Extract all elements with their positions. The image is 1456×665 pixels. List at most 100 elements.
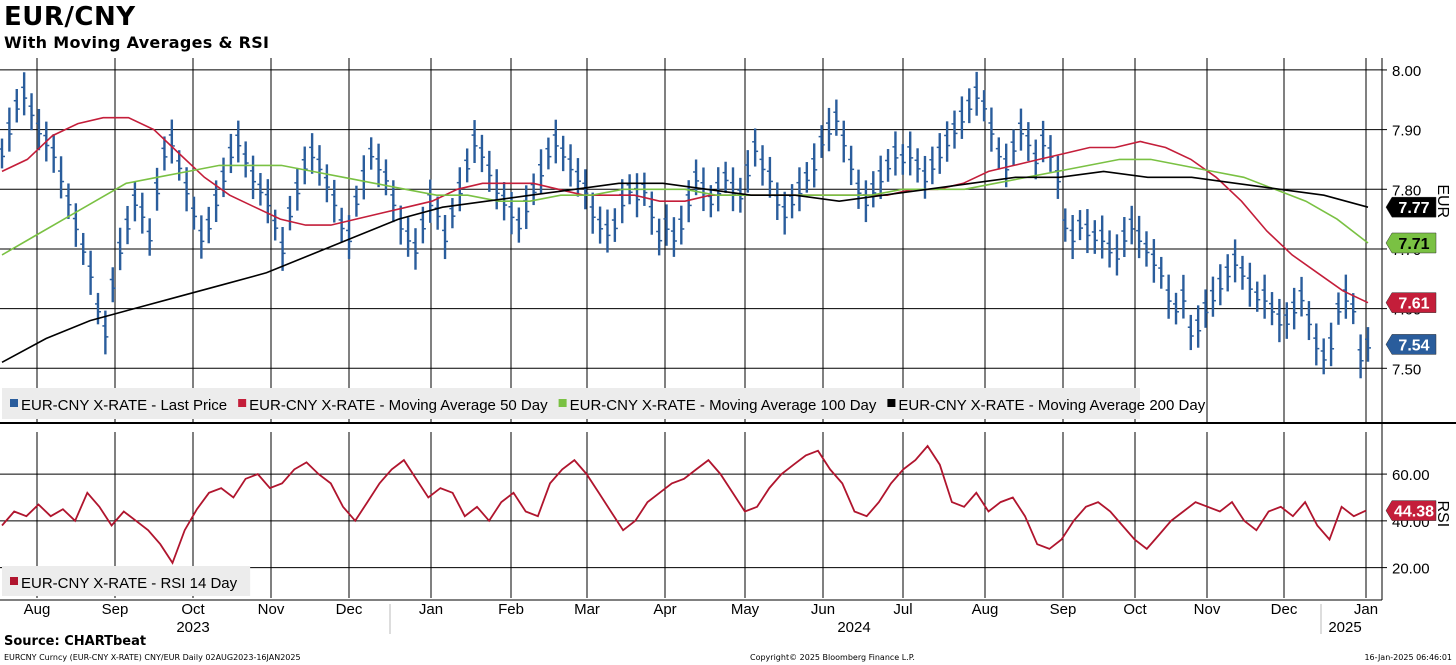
price-bar-46 <box>338 207 345 243</box>
month-label-11: Jul <box>893 601 912 618</box>
rsi-last-label-0-text: 44.38 <box>1394 504 1434 521</box>
price-bar-181 <box>1335 292 1342 325</box>
month-label-15: Nov <box>1194 601 1221 618</box>
price-bar-175 <box>1291 287 1298 330</box>
price-bar-91 <box>670 217 677 257</box>
price-bar-0 <box>0 138 5 169</box>
price-bar-165 <box>1217 264 1224 306</box>
price-bar-3 <box>21 72 28 116</box>
price-bar-34 <box>250 155 257 200</box>
month-label-12: Aug <box>972 601 999 618</box>
price-tick-label-5: 7.50 <box>1392 361 1421 378</box>
price-bar-142 <box>1047 135 1054 172</box>
price-bar-110 <box>811 143 818 188</box>
price-bar-54 <box>397 205 404 245</box>
price-bar-159 <box>1173 292 1180 325</box>
month-label-17: Jan <box>1354 601 1378 618</box>
price-bar-135 <box>995 137 1002 170</box>
price-bar-173 <box>1276 298 1283 343</box>
price-bar-1 <box>6 107 13 152</box>
rsi-last-label-0-bg <box>1385 500 1437 521</box>
price-bar-98 <box>722 161 729 193</box>
price-bar-144 <box>1062 208 1069 242</box>
price-bar-77 <box>567 144 574 187</box>
price-bar-75 <box>552 119 559 164</box>
rsi-legend-box <box>2 566 251 596</box>
price-bar-48 <box>353 185 360 217</box>
price-bar-36 <box>264 179 271 224</box>
price-bar-164 <box>1209 276 1216 317</box>
price-bar-37 <box>272 209 279 241</box>
price-bar-19 <box>139 192 146 234</box>
legend-swatch-1 <box>238 399 247 407</box>
price-bar-176 <box>1298 276 1305 317</box>
ma-line-1 <box>1 116 1369 304</box>
month-label-6: Feb <box>498 601 524 618</box>
footer-timestamp: 16-Jan-2025 06:46:01 <box>1364 653 1452 662</box>
rsi-legend-swatch <box>10 577 18 585</box>
price-last-label-1: 7.71 <box>1385 232 1437 254</box>
price-bar-133 <box>981 90 988 122</box>
price-bar-104 <box>766 156 773 198</box>
chart-title: EUR/CNY <box>4 2 136 32</box>
price-bar-38 <box>279 227 286 271</box>
price-bar-125 <box>921 155 928 199</box>
price-bar-16 <box>117 227 124 271</box>
rsi-legend-label: EUR-CNY X-RATE - RSI 14 Day <box>21 575 238 592</box>
month-label-8: Apr <box>653 601 676 618</box>
year-label-0: 2023 <box>176 619 209 636</box>
price-bar-11 <box>80 232 87 265</box>
price-bar-59 <box>434 196 441 230</box>
price-bar-55 <box>405 217 412 257</box>
price-bar-119 <box>877 155 884 200</box>
price-bar-131 <box>966 88 973 124</box>
price-bar-166 <box>1224 254 1231 292</box>
price-bar-112 <box>825 107 832 152</box>
chart-subtitle: With Moving Averages & RSI <box>4 33 270 52</box>
price-bar-184 <box>1357 334 1364 379</box>
price-last-label-0: 7.77 <box>1385 196 1437 218</box>
price-bar-185 <box>1365 327 1371 362</box>
price-bar-49 <box>360 155 367 200</box>
price-last-label-1-text: 7.71 <box>1398 236 1429 253</box>
price-bar-147 <box>1084 209 1091 254</box>
price-bar-47 <box>346 215 353 259</box>
price-bar-116 <box>855 169 862 209</box>
ma-line-3 <box>1 170 1369 364</box>
price-bar-51 <box>375 143 382 188</box>
price-bar-151 <box>1113 234 1120 276</box>
month-label-7: Mar <box>574 601 600 618</box>
price-bar-81 <box>597 206 604 244</box>
price-bar-127 <box>936 133 943 174</box>
price-bar-78 <box>574 158 581 197</box>
price-bar-171 <box>1261 274 1268 319</box>
price-bar-9 <box>65 183 72 219</box>
price-bar-21 <box>154 167 161 211</box>
price-bar-182 <box>1342 274 1349 319</box>
price-last-label-2-bg <box>1385 292 1437 313</box>
price-bar-179 <box>1320 338 1327 375</box>
price-last-label-2-text: 7.61 <box>1398 296 1429 313</box>
price-bar-28 <box>205 206 212 244</box>
price-bar-89 <box>656 218 663 256</box>
price-bar-113 <box>833 99 840 136</box>
month-label-2: Oct <box>181 601 205 618</box>
price-bar-26 <box>190 196 197 230</box>
price-last-label-0-text: 7.77 <box>1398 200 1429 217</box>
price-last-label-0-bg <box>1385 196 1437 218</box>
price-tick-label-0: 8.00 <box>1392 63 1421 80</box>
price-bar-172 <box>1269 292 1276 326</box>
price-bar-149 <box>1099 215 1106 259</box>
price-bar-115 <box>848 145 855 186</box>
price-bar-123 <box>907 131 914 176</box>
price-bar-12 <box>87 250 94 295</box>
price-bar-122 <box>899 144 906 175</box>
price-bar-168 <box>1239 255 1246 290</box>
price-bar-82 <box>604 209 611 253</box>
price-bar-66 <box>486 150 493 192</box>
price-bar-41 <box>301 146 308 185</box>
month-label-16: Dec <box>1271 601 1298 618</box>
price-bar-43 <box>316 145 323 186</box>
month-label-0: Aug <box>24 601 51 618</box>
